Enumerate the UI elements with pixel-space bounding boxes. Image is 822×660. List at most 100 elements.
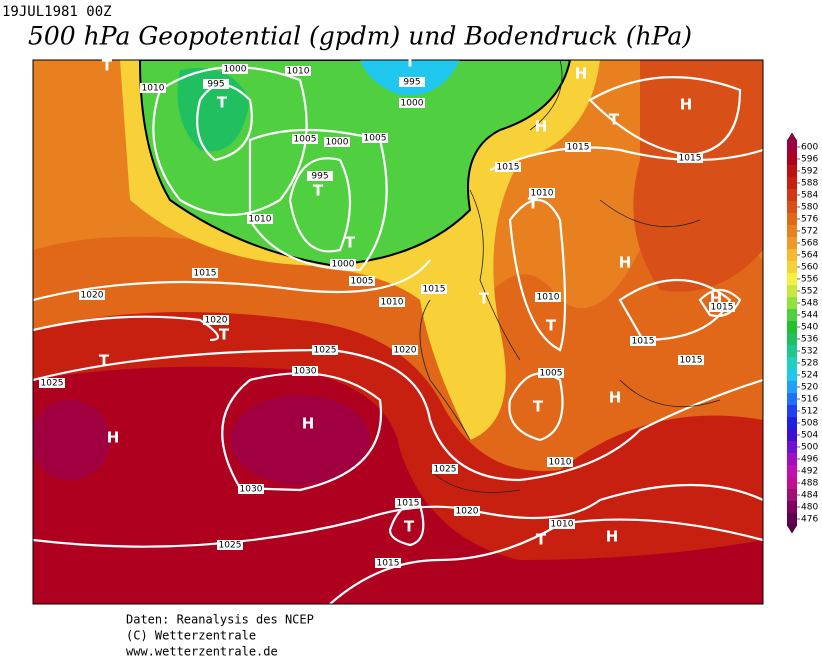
pressure-center: T — [217, 94, 228, 112]
colorbar-label: 512 — [801, 407, 818, 417]
pressure-center: T — [345, 234, 356, 252]
colorbar-swatch — [787, 357, 797, 369]
colorbar-swatch — [787, 285, 797, 297]
isobar-label: 1010 — [537, 293, 560, 303]
pressure-center: H — [535, 118, 548, 136]
isobar-label-bg — [379, 297, 405, 307]
colorbar-swatch — [787, 453, 797, 465]
colorbar-swatch — [787, 321, 797, 333]
colorbar-swatch — [787, 333, 797, 345]
isobar-label: 1015 — [711, 303, 734, 313]
isobar-label-bg — [285, 66, 311, 76]
colorbar-label: 508 — [801, 419, 818, 429]
isobar-label-bg — [375, 558, 401, 568]
colorbar-swatch — [787, 189, 797, 201]
pressure-center: H — [606, 528, 619, 546]
footer: Daten: Reanalysis des NCEP (C) Wetterzent… — [126, 613, 314, 659]
isobar-label: 1025 — [219, 541, 242, 551]
isobar-label-bg — [630, 336, 656, 346]
isobar-label: 1015 — [423, 285, 446, 295]
isobar-label-bg — [247, 214, 273, 224]
colorbar-label: 584 — [801, 191, 818, 201]
isobar-label-bg — [395, 498, 421, 508]
colorbar-swatch — [787, 165, 797, 177]
pressure-center: H — [302, 415, 315, 433]
colorbar-swatch — [787, 153, 797, 165]
isobar-label: 1010 — [142, 84, 165, 94]
isobar-label: 995 — [207, 80, 224, 90]
colorbar-label: 488 — [801, 479, 818, 489]
pressure-center: T — [313, 182, 324, 200]
colorbar-label: 516 — [801, 395, 818, 405]
isobar-label-bg — [432, 464, 458, 474]
footer-line: www.wetterzentrale.de — [126, 645, 278, 657]
isobar-label-bg — [217, 540, 243, 550]
colorbar-label: 524 — [801, 371, 818, 381]
pressure-center: T — [405, 53, 416, 71]
isobar-label-bg — [538, 368, 564, 378]
colorbar-swatch — [787, 429, 797, 441]
isobar-label: 1015 — [679, 154, 702, 164]
colorbar-label: 480 — [801, 503, 818, 513]
colorbar-swatch — [787, 201, 797, 213]
isobar-label: 1020 — [81, 291, 104, 301]
isobar-label-bg — [330, 259, 356, 269]
isobar-label-bg — [535, 292, 561, 302]
isobar-label: 1000 — [326, 138, 349, 148]
isobar-label-bg — [307, 171, 333, 181]
pressure-center: H — [609, 389, 622, 407]
pressure-center: T — [404, 518, 415, 536]
isobar-label-bg — [312, 345, 338, 355]
colorbar-swatch — [787, 273, 797, 285]
isobar-label: 1010 — [549, 458, 572, 468]
isobar-label: 995 — [403, 78, 420, 88]
colorbar-swatch — [787, 225, 797, 237]
isobar-label-bg — [399, 77, 425, 87]
isobar-label: 1015 — [194, 269, 217, 279]
map-frame — [32, 59, 764, 605]
isobar-label-bg — [421, 284, 447, 294]
colorbar-label: 596 — [801, 155, 818, 165]
colorbar-swatch — [787, 345, 797, 357]
pressure-center: H — [619, 254, 632, 272]
pressure-center: H — [107, 429, 120, 447]
colorbar-swatch — [787, 381, 797, 393]
isobar-label-bg — [292, 366, 318, 376]
map-area — [33, 60, 763, 604]
colorbar-swatch — [787, 249, 797, 261]
pressure-center: T — [219, 326, 230, 344]
pressure-center: T — [528, 195, 539, 213]
colorbar-swatch — [787, 513, 797, 525]
isobar-label: 1015 — [632, 337, 655, 347]
isobar-label: 1015 — [680, 356, 703, 366]
colorbar-label: 532 — [801, 347, 818, 357]
isobar-label-bg — [495, 162, 521, 172]
colorbar-swatch — [787, 237, 797, 249]
isobar-label: 1005 — [364, 134, 387, 144]
colorbar-label: 556 — [801, 275, 818, 285]
isobar-label-bg — [529, 188, 555, 198]
isobar-label: 1000 — [401, 99, 424, 109]
isobar-label: 1005 — [540, 369, 563, 379]
isobar-label-bg — [678, 355, 704, 365]
pressure-center: T — [536, 531, 547, 549]
isobar-label: 995 — [311, 172, 328, 182]
isobar-label: 1020 — [205, 316, 228, 326]
isobar-label-bg — [549, 519, 575, 529]
isobar-label-bg — [677, 153, 703, 163]
isobar-label-bg — [292, 134, 318, 144]
isobar-label-bg — [203, 315, 229, 325]
pressure-center: H — [680, 96, 693, 114]
isobar-label: 1005 — [294, 135, 317, 145]
colorbar-label: 500 — [801, 443, 818, 453]
colorbar-label: 540 — [801, 323, 818, 333]
colorbar-label: 484 — [801, 491, 818, 501]
colorbar-swatch — [787, 141, 797, 153]
colorbar-swatch — [787, 309, 797, 321]
isobar-label-bg — [709, 302, 735, 312]
isobar-label: 1010 — [531, 189, 554, 199]
colorbar-label: 544 — [801, 311, 818, 321]
pressure-center: T — [609, 111, 620, 129]
colorbar: 600 596 592 588 584 580 576 572 568 564 560 556 552 5… — [786, 132, 818, 534]
